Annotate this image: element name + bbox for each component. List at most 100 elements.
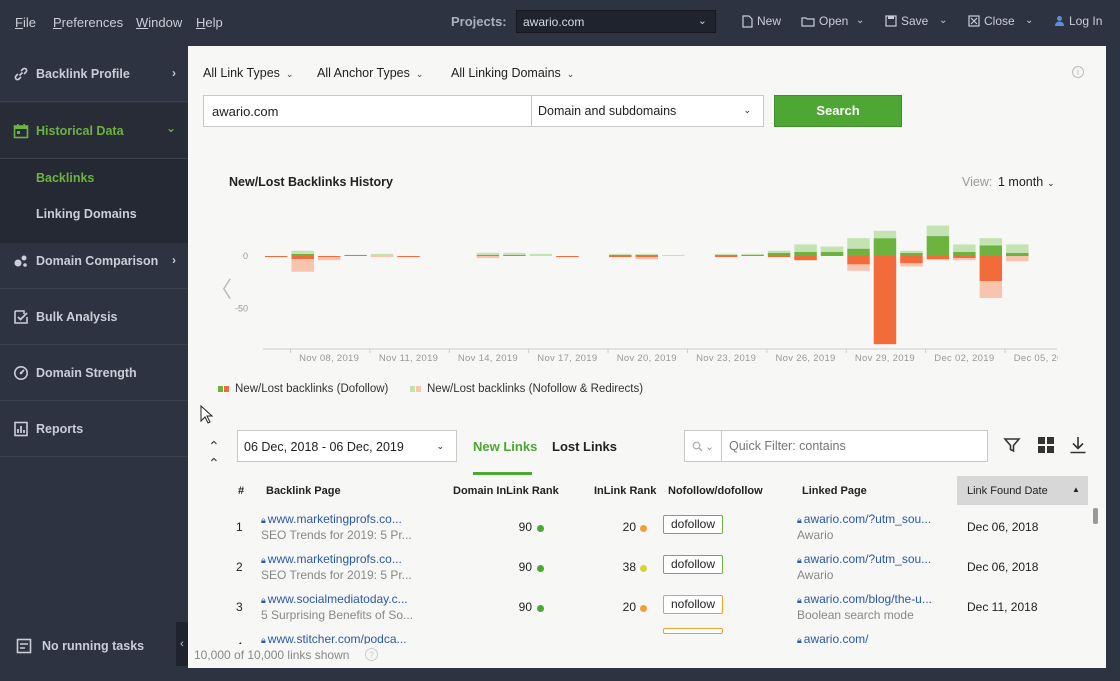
col-header-domain-inlink-rank[interactable]: Domain InLink Rank	[453, 485, 559, 497]
link-found-date: Dec 06, 2018	[967, 560, 1039, 574]
table-row[interactable]: 1 🔒︎ www.marketingprofs.co... SEO Trends fo…	[188, 508, 1106, 548]
sidebar-item-domain-strength[interactable]: Domain Strength	[0, 345, 188, 401]
bar-lost-dofollow	[926, 256, 950, 260]
collapse-chart-icon[interactable]: ⌃ ⌃	[208, 438, 220, 471]
bar-lost-dofollow	[556, 256, 579, 258]
bar-new-nofollow	[741, 253, 764, 255]
bar-lost-dofollow	[953, 256, 976, 259]
view-label: View:	[962, 175, 993, 189]
col-header-backlink-page[interactable]: Backlink Page	[266, 485, 341, 497]
sidebar-item-label: Domain Comparison	[36, 253, 159, 268]
domain-input[interactable]	[203, 95, 532, 127]
row-number: 3	[236, 600, 243, 614]
quick-filter-input[interactable]	[721, 430, 988, 462]
col-header-link-found-date[interactable]: Link Found Date	[967, 485, 1048, 497]
col-header-inlink-rank[interactable]: InLink Rank	[594, 485, 657, 497]
bar-new-dofollow	[794, 251, 817, 256]
x-tick-label: Nov 08, 2019	[299, 353, 359, 364]
running-tasks-status[interactable]: No running tasks	[16, 638, 144, 654]
tab-new-links[interactable]: New Links	[473, 439, 538, 454]
sidebar-subitem-linking-domains[interactable]: Linking Domains	[36, 207, 137, 221]
tab-lost-links[interactable]: Lost Links	[552, 439, 618, 454]
anchor-types-dropdown[interactable]: All Anchor Types ⌄	[317, 66, 423, 80]
linked-page-link[interactable]: 🔒︎ awario.com/?utm_sou...	[797, 552, 931, 566]
help-icon[interactable]: ?	[365, 648, 378, 661]
calendar-icon	[12, 122, 30, 140]
window-bottom-edge	[188, 668, 1120, 681]
sort-ascending-icon[interactable]: ▲	[1072, 485, 1080, 494]
sidebar-subitem-backlinks[interactable]: Backlinks	[36, 171, 95, 185]
menu-window[interactable]: Window	[136, 15, 183, 30]
linked-page-link[interactable]: 🔒︎ awario.com/blog/the-u...	[797, 592, 932, 606]
links-shown-count: 10,000 of 10,000 links shown	[194, 648, 350, 662]
anchor-types-label: All Anchor Types	[317, 66, 410, 80]
view-period-dropdown[interactable]: 1 month ⌄	[998, 175, 1055, 189]
table-row[interactable]: 3 🔒︎ www.socialmediatoday.c... 5 Surprising…	[188, 588, 1106, 628]
grid-view-icon[interactable]	[1037, 436, 1055, 454]
close-button[interactable]: Close	[968, 14, 1015, 28]
bar-new-nofollow	[873, 230, 897, 239]
row-number: 4	[236, 640, 243, 644]
col-header-linked-page[interactable]: Linked Page	[802, 485, 867, 497]
sidebar-item-backlink-profile[interactable]: Backlink Profile ›	[0, 46, 188, 102]
linked-page-link[interactable]: 🔒︎ awario.com/?utm_sou...	[797, 512, 931, 526]
row-number: 2	[236, 560, 243, 574]
login-button[interactable]: Log In	[1054, 14, 1102, 28]
x-tick-label: Nov 29, 2019	[855, 353, 915, 364]
inlink-rank: 20	[622, 600, 636, 614]
sidebar-item-bulk-analysis[interactable]: Bulk Analysis	[0, 289, 188, 345]
sidebar-item-label: Reports	[36, 421, 84, 436]
lock-icon: 🔒︎	[261, 635, 266, 644]
save-button[interactable]: Save	[885, 14, 928, 28]
info-icon[interactable]: i	[1072, 66, 1084, 78]
domain-inlink-rank: 90	[518, 560, 532, 574]
filter-icon[interactable]	[1003, 436, 1021, 454]
sidebar-item-reports[interactable]: Reports	[0, 401, 188, 457]
chart-prev-arrow-icon[interactable]: 〈	[210, 277, 233, 302]
sidebar-collapse-handle[interactable]: ‹	[176, 622, 188, 666]
quick-filter-search-dropdown[interactable]: ⌄	[684, 430, 722, 462]
scope-select[interactable]: Domain and subdomains ⌄	[531, 95, 764, 127]
table-row[interactable]: 4 🔒︎www.stitcher.com/podca... 🔒︎awario.com…	[188, 628, 1106, 644]
col-header-nofollow-dofollow[interactable]: Nofollow/dofollow	[668, 485, 763, 497]
scope-select-value: Domain and subdomains	[538, 104, 677, 118]
table-scrollbar[interactable]	[1093, 508, 1098, 524]
linking-domains-dropdown[interactable]: All Linking Domains ⌄	[451, 66, 574, 80]
backlink-page-link[interactable]: 🔒︎ www.marketingprofs.co...	[261, 552, 402, 566]
sidebar-item-historical-data[interactable]: Historical Data ⌄	[0, 103, 188, 159]
search-button[interactable]: Search	[774, 95, 902, 127]
menu-file[interactable]: File	[15, 15, 36, 30]
close-dropdown-chevron-icon[interactable]: ⌄	[1025, 15, 1034, 26]
user-icon	[1055, 16, 1064, 26]
backlink-page-url: www.stitcher.com/podca...	[267, 632, 407, 644]
menu-help[interactable]: Help	[196, 15, 223, 30]
col-header-number[interactable]: #	[238, 485, 245, 497]
table-row[interactable]: 2 🔒︎ www.marketingprofs.co... SEO Trends fo…	[188, 548, 1106, 588]
open-dropdown-chevron-icon[interactable]: ⌄	[856, 15, 865, 26]
new-button[interactable]: New	[742, 14, 781, 28]
chevron-right-icon: ›	[172, 253, 176, 267]
project-select[interactable]: awario.com ⌄	[516, 10, 716, 33]
save-dropdown-chevron-icon[interactable]: ⌄	[939, 15, 948, 26]
bar-lost-dofollow	[900, 256, 923, 264]
menu-preferences[interactable]: Preferences	[53, 15, 124, 30]
open-button[interactable]: Open	[801, 14, 848, 28]
backlink-page-link[interactable]: 🔒︎ www.socialmediatoday.c...	[261, 592, 408, 606]
date-range-select[interactable]: 06 Dec, 2018 - 06 Dec, 2019 ⌄	[237, 430, 457, 462]
bar-new-dofollow	[1006, 252, 1029, 256]
download-icon[interactable]	[1069, 436, 1087, 454]
sidebar-item-domain-comparison[interactable]: Domain Comparison ›	[0, 233, 188, 289]
backlink-page-link[interactable]: 🔒︎ www.marketingprofs.co...	[261, 512, 402, 526]
domain-inlink-rank: 90	[518, 520, 532, 534]
folder-icon	[801, 16, 815, 27]
backlink-page-link[interactable]: 🔒︎ www.stitcher.com/podca...	[261, 632, 407, 644]
bar-lost-dofollow	[767, 256, 791, 258]
link-types-dropdown[interactable]: All Link Types ⌄	[203, 66, 293, 80]
mouse-cursor-icon	[200, 405, 214, 424]
backlink-page-url: www.marketingprofs.co...	[267, 552, 402, 566]
linked-page-link[interactable]: 🔒︎ awario.com/	[797, 632, 868, 644]
search-icon	[692, 441, 703, 451]
bar-new-nofollow	[662, 254, 685, 256]
bar-new-nofollow	[794, 244, 817, 252]
backlink-page-title: SEO Trends for 2019: 5 Pr...	[261, 568, 412, 582]
